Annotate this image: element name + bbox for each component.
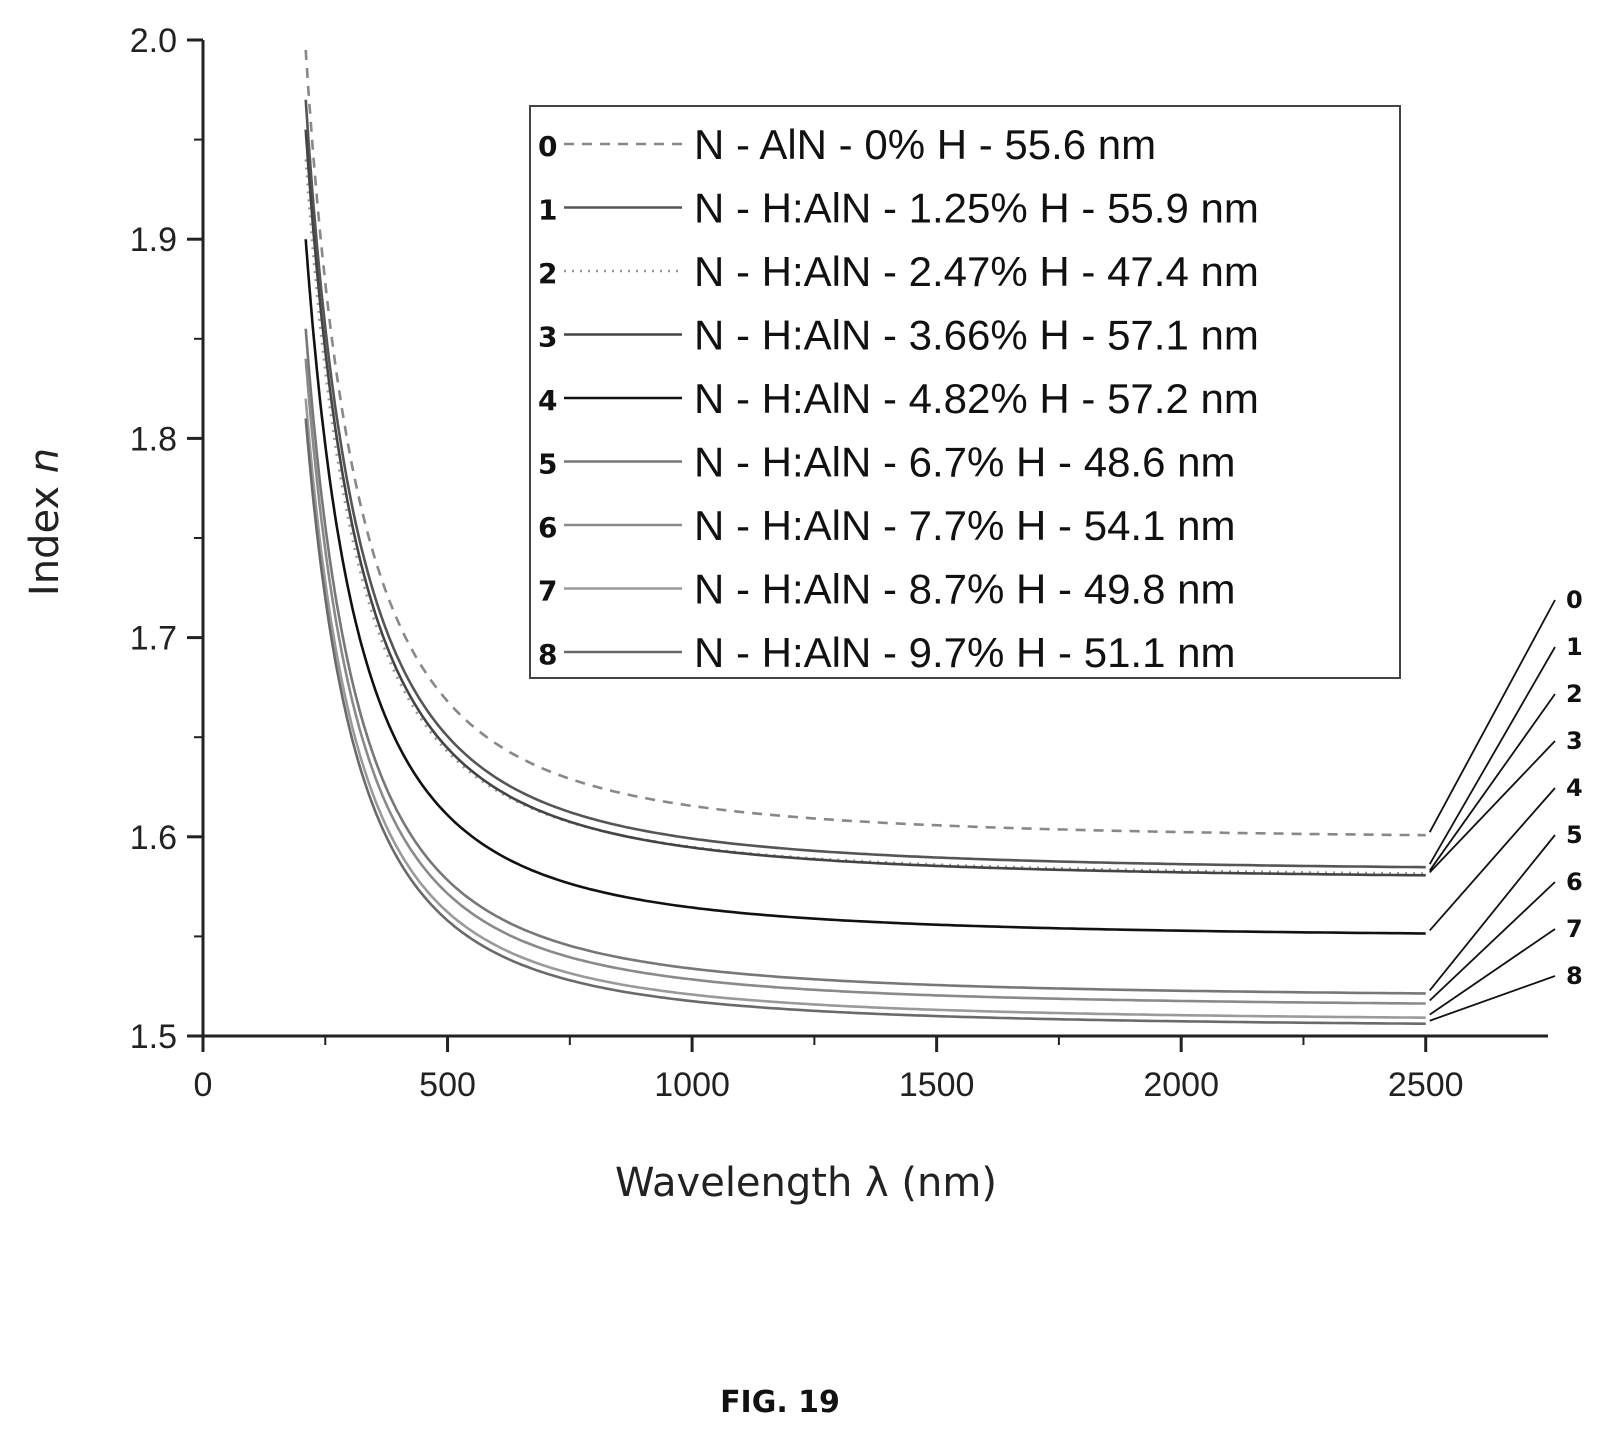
series-line-8 — [304, 418, 1426, 1025]
callout-label-6: 6 — [1566, 868, 1583, 896]
y-tick-label: 1.5 — [130, 1018, 177, 1056]
legend-number-8: 8 — [538, 638, 557, 671]
x-axis-title: Wavelength λ (nm) — [615, 1160, 997, 1206]
legend-number-3: 3 — [538, 321, 557, 354]
series-line-1 — [304, 99, 1426, 869]
x-tick-label: 0 — [194, 1066, 213, 1104]
series-line-6 — [304, 358, 1426, 1005]
callout-label-7: 7 — [1566, 915, 1583, 943]
callout-line-7 — [1429, 928, 1556, 1016]
callout-line-8 — [1429, 975, 1556, 1022]
y-axis-title-variable: n — [22, 448, 68, 473]
series-line-5 — [304, 328, 1426, 995]
y-axis-title: Index n — [22, 448, 68, 596]
callout-line-6 — [1429, 881, 1556, 1002]
legend-number-1: 1 — [538, 194, 557, 227]
legend-box — [529, 105, 1401, 679]
series-line-0 — [304, 50, 1426, 837]
legend-number-4: 4 — [538, 384, 557, 417]
legend-number-5: 5 — [538, 448, 557, 481]
legend-number-7: 7 — [538, 575, 557, 608]
legend-entry-6: N - H:AlN - 7.7% H - 54.1 nm — [694, 502, 1235, 549]
callout-line-4 — [1429, 787, 1556, 932]
y-tick-label: 1.9 — [130, 221, 177, 259]
callout-line-1 — [1428, 646, 1556, 865]
callout-line-2 — [1428, 693, 1556, 872]
series-callouts: 0 1 2 3 4 5 6 7 8 — [1428, 586, 1583, 1022]
legend-entry-1: N - H:AlN - 1.25% H - 55.9 nm — [694, 185, 1259, 232]
x-tick-label: 500 — [419, 1066, 476, 1104]
legend-entry-5: N - H:AlN - 6.7% H - 48.6 nm — [694, 439, 1235, 486]
series-line-7 — [304, 398, 1426, 1019]
callout-label-2: 2 — [1566, 680, 1583, 708]
figure-label: FIG. 19 — [720, 1385, 840, 1420]
callout-line-3 — [1429, 740, 1556, 873]
y-tick-label: 2.0 — [130, 22, 177, 60]
legend-entry-0: N - AlN - 0% H - 55.6 nm — [694, 121, 1156, 168]
legend-entry-3: N - H:AlN - 3.66% H - 57.1 nm — [694, 312, 1259, 359]
x-tick-label: 1500 — [899, 1066, 975, 1104]
callout-line-5 — [1429, 834, 1556, 991]
callout-label-8: 8 — [1566, 962, 1583, 990]
y-axis-title-main: Index — [22, 473, 68, 596]
y-tick-label: 1.6 — [130, 819, 177, 857]
legend-entry-4: N - H:AlN - 4.82% H - 57.2 nm — [694, 375, 1259, 422]
legend-entry-2: N - H:AlN - 2.47% H - 47.4 nm — [694, 248, 1259, 295]
series-lines — [304, 50, 1426, 1025]
legend-number-0: 0 — [538, 130, 557, 163]
callout-line-0 — [1428, 599, 1556, 833]
axes: 0 500 1000 1500 2000 2500 1.5 1.6 1.7 1.8 1.9 2.0 — [130, 22, 1548, 1104]
callout-label-0: 0 — [1566, 586, 1583, 614]
series-line-4 — [304, 239, 1426, 935]
y-tick-label: 1.8 — [130, 420, 177, 458]
x-tick-label: 2500 — [1388, 1066, 1464, 1104]
callout-label-4: 4 — [1566, 774, 1583, 802]
series-line-3 — [304, 129, 1426, 877]
callout-label-1: 1 — [1566, 633, 1583, 661]
y-tick-label: 1.7 — [130, 620, 177, 658]
legend: 0 N - AlN - 0% H - 55.6 nm 1 N - H:AlN - 1.… — [529, 105, 1401, 679]
legend-entry-7: N - H:AlN - 8.7% H - 49.8 nm — [694, 566, 1235, 613]
legend-entry-8: N - H:AlN - 9.7% H - 51.1 nm — [694, 629, 1235, 676]
legend-number-2: 2 — [538, 257, 557, 290]
callout-label-3: 3 — [1566, 727, 1583, 755]
callout-label-5: 5 — [1566, 821, 1583, 849]
x-tick-label: 1000 — [654, 1066, 730, 1104]
legend-number-6: 6 — [538, 511, 557, 544]
x-tick-label: 2000 — [1143, 1066, 1219, 1104]
